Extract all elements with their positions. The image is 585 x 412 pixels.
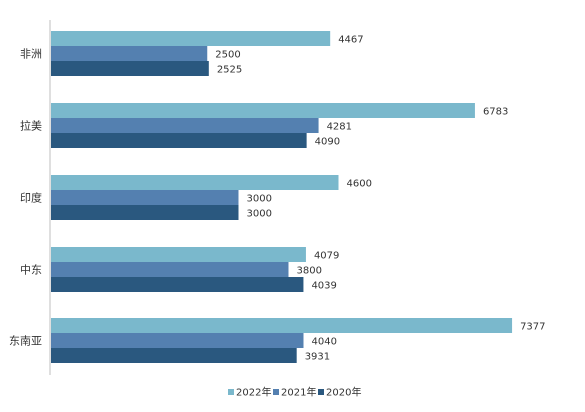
- legend-item: 2020年: [318, 386, 361, 399]
- category-label: 东南亚: [9, 335, 42, 348]
- category-label: 印度: [20, 191, 42, 205]
- data-label: 3931: [305, 352, 330, 363]
- legend-item: 2022年: [228, 386, 271, 399]
- bar: [51, 31, 331, 46]
- bar: [51, 318, 513, 333]
- bar: [51, 348, 297, 363]
- bar: [51, 61, 209, 76]
- value-labels: 4467 2500 2525 6783 4281 4090 4600 3000 3000 4079…: [215, 35, 545, 363]
- bar: [51, 262, 289, 277]
- bar: [51, 190, 239, 205]
- legend: 2022年 2021年 2020年: [228, 386, 361, 399]
- data-label: 4281: [327, 122, 352, 133]
- bar: [51, 175, 339, 190]
- bar: [51, 133, 307, 148]
- category-label: 中东: [20, 264, 42, 277]
- legend-label: 2021年: [281, 386, 316, 399]
- category-label: 非洲: [20, 48, 42, 61]
- data-label: 2525: [217, 65, 242, 76]
- data-label: 3800: [297, 266, 322, 277]
- bar: [51, 46, 208, 61]
- data-label: 4040: [312, 337, 337, 348]
- data-label: 4600: [347, 179, 372, 190]
- legend-swatch: [228, 389, 234, 395]
- data-label: 6783: [483, 107, 508, 118]
- legend-label: 2020年: [326, 386, 361, 399]
- bar: [51, 103, 475, 118]
- data-label: 4467: [338, 35, 363, 46]
- data-label: 7377: [520, 322, 545, 333]
- category-label: 拉美: [20, 119, 42, 133]
- legend-item: 2021年: [273, 386, 316, 399]
- data-label: 4079: [314, 251, 339, 262]
- bar: [51, 333, 304, 348]
- data-label: 4090: [315, 137, 340, 148]
- legend-swatch: [273, 389, 279, 395]
- data-label: 2500: [215, 50, 240, 61]
- bar: [51, 247, 306, 262]
- bar: [51, 205, 239, 220]
- data-label: 3000: [247, 209, 272, 220]
- legend-label: 2022年: [236, 386, 271, 399]
- legend-swatch: [318, 389, 324, 395]
- bar: [51, 118, 319, 133]
- bar: [51, 277, 304, 292]
- data-label: 4039: [311, 281, 336, 292]
- data-label: 3000: [247, 194, 272, 205]
- bars: [51, 31, 513, 363]
